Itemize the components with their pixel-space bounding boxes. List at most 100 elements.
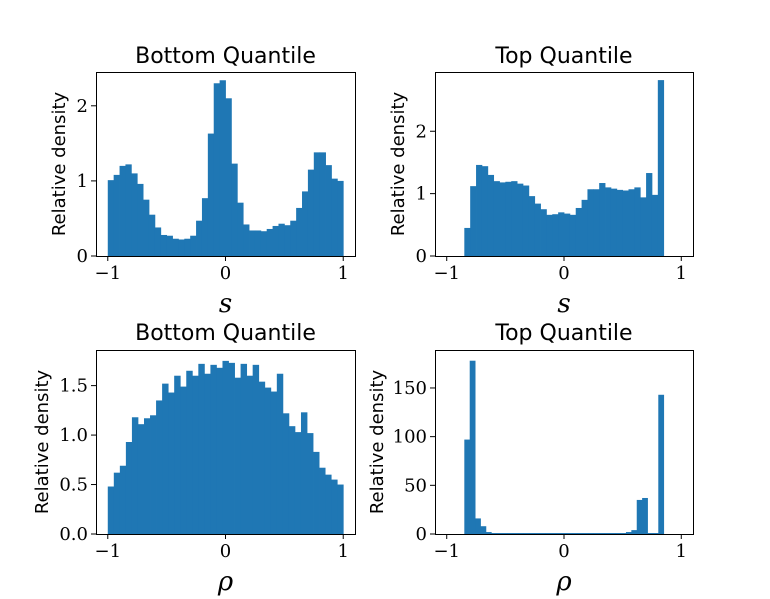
- histogram-bar: [222, 360, 229, 534]
- histogram-bar: [125, 442, 133, 534]
- histogram-bar: [615, 533, 621, 534]
- histogram-bar: [528, 196, 536, 256]
- x-tick-label: 1: [676, 541, 687, 562]
- histogram-bar: [234, 377, 241, 534]
- histogram-bar: [192, 375, 199, 534]
- histogram-bar: [517, 183, 524, 256]
- histogram-bar: [534, 533, 541, 534]
- x-tick-label: 1: [676, 263, 687, 284]
- x-tick-label: 0: [220, 541, 231, 562]
- histogram-bar: [166, 235, 173, 256]
- histogram-bar: [190, 235, 197, 256]
- histogram-bar: [569, 214, 577, 256]
- histogram-bar: [636, 499, 643, 534]
- histogram-bar: [154, 227, 162, 256]
- y-tick-label: 0: [416, 524, 427, 545]
- histogram-bar: [652, 533, 659, 534]
- panel-1: Bottom Quantile Relative density s −1 0 1 0…: [49, 44, 356, 319]
- y-tick-label: 0: [416, 246, 427, 267]
- histogram-bar: [107, 180, 115, 256]
- histogram-bar: [337, 180, 344, 256]
- histogram-bar: [294, 432, 302, 534]
- histogram-bar: [174, 375, 181, 534]
- histogram-bar: [540, 209, 547, 256]
- histogram-bar: [172, 238, 179, 256]
- histogram-bar: [137, 183, 144, 256]
- histogram-bar: [528, 533, 535, 534]
- histogram-bar: [522, 185, 530, 256]
- panel-2-title: Top Quantile: [494, 44, 632, 69]
- y-tick-label: 1.0: [59, 425, 88, 446]
- histogram-bar: [599, 183, 606, 256]
- histogram-bar: [125, 164, 132, 256]
- histogram-bar: [499, 182, 506, 256]
- histogram-bar: [168, 392, 175, 534]
- histogram-bar: [148, 214, 156, 256]
- histogram-bar: [162, 383, 169, 534]
- panel-4-ylabel: Relative density: [367, 370, 388, 515]
- x-tick-label: −1: [94, 263, 121, 284]
- histogram-bar: [493, 181, 500, 256]
- histogram-bar: [587, 189, 594, 256]
- histogram-bar: [464, 439, 471, 534]
- histogram-bar: [464, 227, 471, 256]
- histogram-bar: [319, 152, 326, 256]
- histogram-bar: [577, 533, 584, 534]
- histogram-bar: [331, 479, 338, 534]
- histogram-bar: [288, 426, 296, 534]
- histogram-bar: [480, 526, 487, 534]
- histogram-bar: [476, 164, 483, 256]
- histogram-bar: [196, 220, 203, 256]
- histogram-bar: [620, 533, 627, 534]
- histogram-bar: [593, 189, 600, 256]
- panel-3-bars: [107, 360, 344, 534]
- panel-2-xlabel: s: [557, 289, 570, 319]
- histogram-bar: [246, 375, 254, 534]
- y-tick-label: 2: [416, 121, 427, 142]
- histogram-bar: [561, 533, 568, 534]
- panel-3-ylabel: Relative density: [32, 370, 53, 515]
- histogram-bar: [276, 373, 284, 534]
- panel-3-ticks: −1 0 1 0.0 0.5 1.0 1.5: [59, 376, 349, 562]
- histogram-bar: [270, 391, 278, 534]
- x-tick-label: 0: [558, 263, 569, 284]
- histogram-bar: [137, 424, 145, 534]
- histogram-bar: [646, 173, 653, 256]
- y-tick-label: 1: [416, 184, 427, 205]
- x-tick-label: 1: [338, 263, 349, 284]
- histogram-bar: [518, 533, 524, 534]
- histogram-bar: [184, 238, 191, 256]
- histogram-bar: [231, 163, 238, 256]
- histogram-bar: [319, 467, 326, 534]
- histogram-bar: [254, 230, 262, 256]
- histogram-bar: [640, 197, 647, 256]
- y-tick-label: 0.5: [59, 475, 88, 496]
- panel-3-title: Bottom Quantile: [135, 321, 316, 346]
- histogram-bar: [252, 364, 260, 534]
- histogram-bar: [156, 400, 163, 534]
- histogram-bar: [511, 181, 518, 256]
- histogram-bar: [616, 189, 624, 256]
- histogram-bar: [566, 533, 573, 534]
- histogram-bar: [575, 207, 582, 256]
- panel-1-ylabel: Relative density: [49, 92, 70, 237]
- histogram-bar: [552, 214, 559, 256]
- histogram-bar: [539, 533, 546, 534]
- histogram-bar: [610, 188, 618, 256]
- panel-4-ticks: −1 0 1 0 50 100 150: [393, 378, 687, 562]
- histogram-bar: [144, 418, 151, 534]
- histogram-bar: [284, 225, 291, 256]
- histogram-bar: [558, 212, 565, 256]
- histogram-bar: [470, 186, 477, 256]
- y-tick-label: 150: [393, 378, 427, 399]
- panel-4-xlabel: ρ: [555, 567, 572, 597]
- y-tick-label: 1: [77, 171, 88, 192]
- histogram-bar: [186, 370, 193, 534]
- histogram-bar: [249, 230, 256, 256]
- y-tick-label: 0: [77, 246, 88, 267]
- x-tick-label: 1: [338, 541, 349, 562]
- histogram-bar: [505, 181, 512, 256]
- histogram-bar: [307, 433, 314, 534]
- histogram-bar: [496, 533, 503, 534]
- histogram-bar: [651, 194, 659, 256]
